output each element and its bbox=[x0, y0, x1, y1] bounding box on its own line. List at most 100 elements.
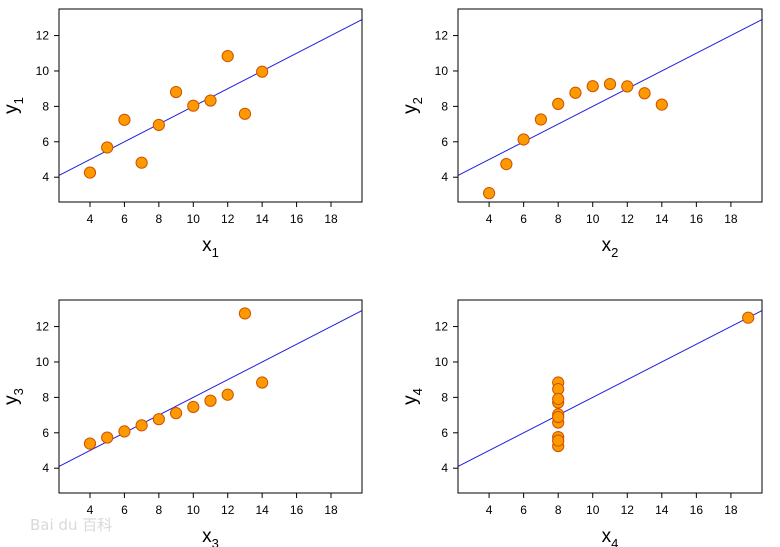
x-tick-label: 10 bbox=[586, 503, 600, 517]
x-tick-label: 12 bbox=[221, 212, 235, 226]
x-tick-label: 12 bbox=[621, 503, 635, 517]
x-axis-label: x2 bbox=[602, 235, 619, 260]
regression-line bbox=[59, 310, 362, 467]
y-tick-label: 12 bbox=[36, 320, 50, 334]
y-tick-label: 12 bbox=[435, 29, 449, 43]
y-axis-label-subscript: 3 bbox=[11, 388, 26, 395]
y-tick-label: 4 bbox=[441, 461, 448, 475]
y-tick-label: 6 bbox=[441, 426, 448, 440]
x-tick-label: 4 bbox=[87, 212, 94, 226]
y-tick-label: 10 bbox=[36, 355, 50, 369]
data-point bbox=[187, 99, 200, 112]
data-point bbox=[569, 86, 582, 99]
y-tick-label: 8 bbox=[441, 99, 448, 113]
x-tick-label: 14 bbox=[655, 503, 669, 517]
data-point bbox=[256, 376, 269, 389]
x-tick-label: 4 bbox=[486, 212, 493, 226]
regression-line bbox=[458, 310, 762, 467]
plot-frame bbox=[457, 299, 763, 494]
x-axis-label-subscript: 1 bbox=[212, 245, 219, 260]
data-point bbox=[552, 410, 565, 424]
data-point bbox=[603, 77, 617, 91]
x-tick-label: 8 bbox=[555, 212, 562, 226]
x-tick-label: 6 bbox=[520, 503, 527, 517]
data-point bbox=[482, 187, 496, 200]
plot-frame bbox=[457, 8, 763, 203]
data-point bbox=[586, 80, 599, 93]
x-tick-label: 8 bbox=[555, 503, 562, 517]
y-tick-label: 10 bbox=[36, 64, 50, 78]
data-point bbox=[221, 49, 234, 63]
data-point bbox=[135, 419, 148, 432]
y-axis-label: y3 bbox=[1, 388, 26, 405]
y-axis-label: y2 bbox=[400, 97, 425, 114]
data-point bbox=[204, 94, 217, 107]
data-point bbox=[238, 107, 252, 120]
x-tick-label: 18 bbox=[724, 503, 738, 517]
x-tick-label: 16 bbox=[690, 503, 704, 517]
x-tick-label: 18 bbox=[324, 212, 338, 226]
x-tick-label: 18 bbox=[324, 503, 338, 517]
x-tick-label: 16 bbox=[290, 212, 304, 226]
y-axis-label-subscript: 4 bbox=[410, 388, 425, 395]
y-tick-label: 8 bbox=[441, 390, 448, 404]
data-point bbox=[83, 437, 97, 450]
x-tick-label: 6 bbox=[121, 212, 128, 226]
data-point bbox=[500, 158, 513, 171]
x-tick-label: 8 bbox=[156, 212, 163, 226]
x-tick-label: 10 bbox=[187, 212, 201, 226]
y-tick-label: 8 bbox=[42, 99, 49, 113]
watermark: Bai du 百科 bbox=[30, 516, 112, 534]
data-point bbox=[204, 394, 217, 407]
data-point bbox=[552, 392, 565, 406]
x-tick-label: 14 bbox=[655, 212, 669, 226]
y-tick-label: 4 bbox=[441, 170, 448, 184]
data-point bbox=[152, 413, 165, 426]
x-axis-label: x1 bbox=[202, 235, 219, 260]
data-point bbox=[655, 98, 668, 111]
data-point bbox=[152, 118, 165, 132]
x-tick-label: 6 bbox=[520, 212, 527, 226]
y-tick-label: 8 bbox=[42, 390, 49, 404]
data-point bbox=[552, 97, 565, 111]
x-axis-label-subscript: 2 bbox=[611, 245, 618, 260]
y-tick-label: 6 bbox=[42, 135, 49, 149]
x-axis-label: x3 bbox=[202, 526, 219, 547]
data-point bbox=[101, 431, 114, 444]
y-axis-label: y1 bbox=[1, 97, 26, 114]
x-tick-label: 4 bbox=[486, 503, 493, 517]
data-point bbox=[169, 407, 183, 420]
x-tick-label: 16 bbox=[290, 503, 304, 517]
x-tick-label: 4 bbox=[87, 503, 94, 517]
plot-frame bbox=[58, 299, 363, 494]
y-axis-label-subscript: 1 bbox=[11, 97, 26, 104]
y-axis-label: y4 bbox=[400, 388, 425, 405]
data-point bbox=[517, 133, 530, 146]
regression-line bbox=[458, 19, 762, 176]
y-tick-label: 12 bbox=[36, 29, 50, 43]
y-tick-label: 10 bbox=[435, 64, 449, 78]
data-point bbox=[742, 311, 755, 324]
x-axis-label-subscript: 4 bbox=[611, 536, 618, 547]
y-tick-label: 4 bbox=[42, 170, 49, 184]
data-point bbox=[621, 80, 634, 93]
data-point bbox=[169, 85, 183, 99]
data-point bbox=[552, 434, 565, 447]
x-tick-label: 12 bbox=[621, 212, 635, 226]
data-point bbox=[221, 388, 234, 401]
y-tick-label: 12 bbox=[435, 320, 449, 334]
data-point bbox=[638, 87, 651, 100]
data-point bbox=[135, 156, 148, 169]
data-point bbox=[187, 400, 200, 414]
data-point bbox=[534, 113, 548, 126]
data-point bbox=[83, 166, 97, 179]
x-tick-label: 8 bbox=[156, 503, 163, 517]
x-tick-label: 14 bbox=[255, 212, 269, 226]
data-point bbox=[118, 425, 131, 438]
x-tick-label: 6 bbox=[121, 503, 128, 517]
